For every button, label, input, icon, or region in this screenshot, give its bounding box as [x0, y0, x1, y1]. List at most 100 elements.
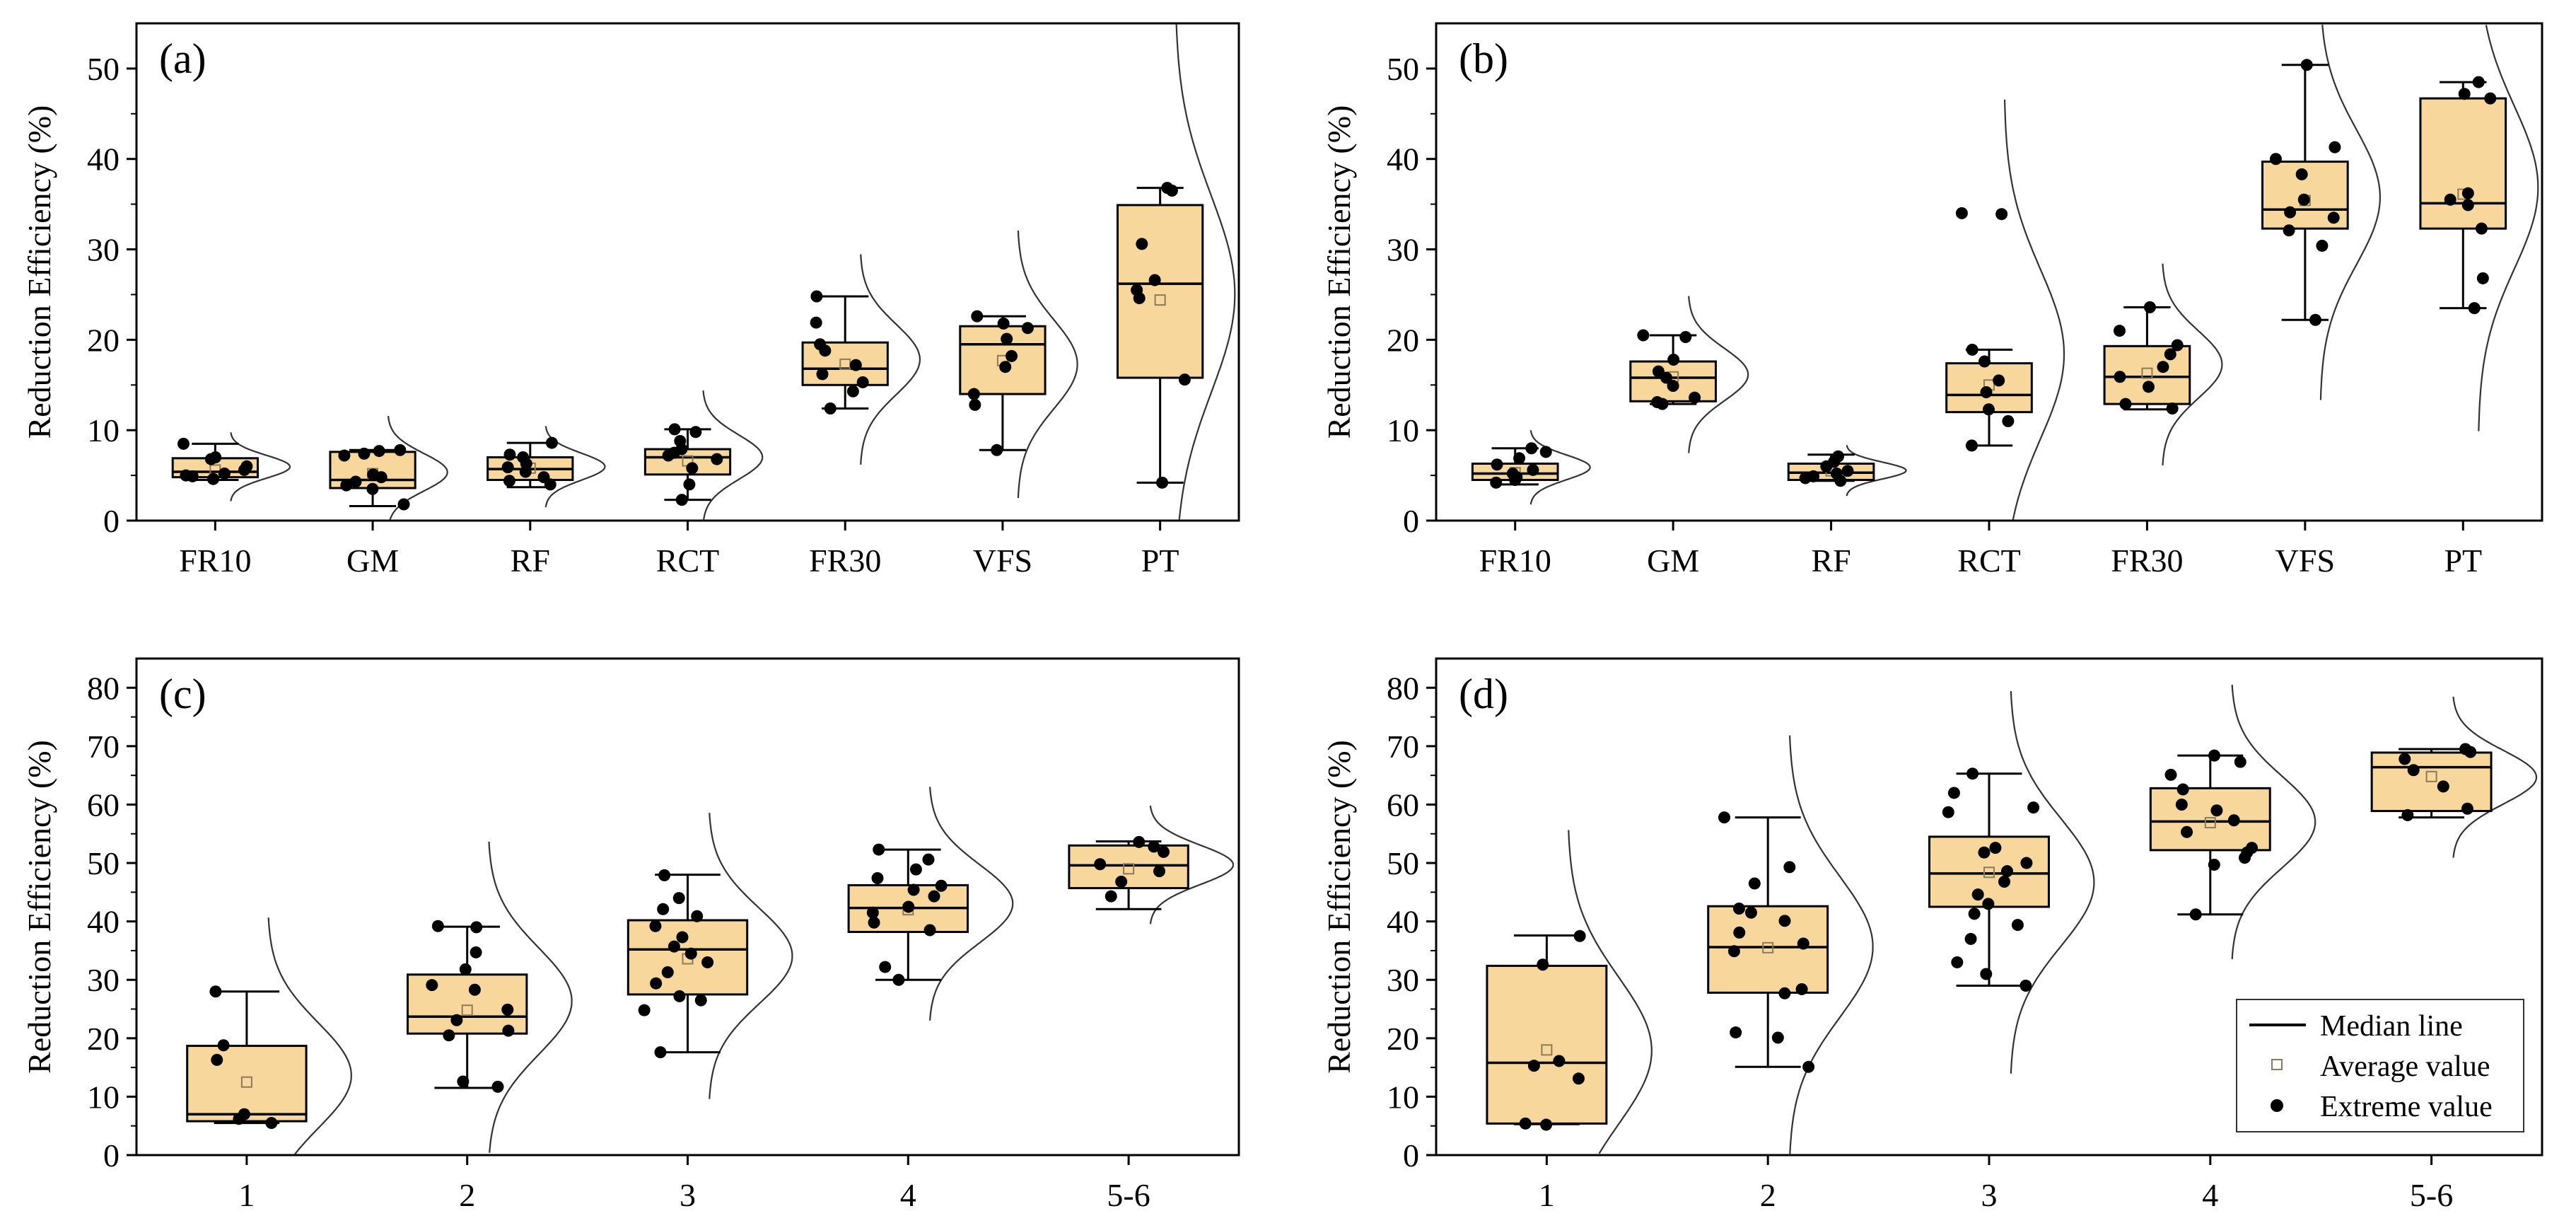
data-point	[459, 963, 472, 975]
data-point	[2444, 193, 2456, 206]
y-tick-label: 70	[1387, 729, 1419, 765]
data-point	[207, 473, 220, 485]
y-axis-label: Reduction Efficiency (%)	[1321, 740, 1357, 1074]
y-tick-label: 0	[1403, 1137, 1419, 1173]
data-point	[810, 290, 823, 303]
data-point	[1519, 1117, 1532, 1130]
data-point	[431, 920, 444, 932]
data-point	[2020, 979, 2032, 992]
data-point	[2295, 168, 2308, 180]
data-point	[1980, 968, 1993, 980]
data-point	[674, 435, 687, 448]
data-point	[238, 1108, 250, 1120]
legend-median-label: Median line	[2320, 1010, 2463, 1043]
data-point	[810, 316, 822, 329]
y-tick-label: 50	[1387, 51, 1419, 87]
y-tick-label: 70	[87, 729, 120, 765]
data-point	[824, 402, 837, 415]
data-point	[2246, 842, 2259, 854]
data-point	[2227, 814, 2240, 827]
box	[2370, 751, 2493, 813]
data-point	[2401, 808, 2414, 821]
data-point	[397, 498, 410, 511]
y-tick-label: 40	[1387, 904, 1419, 940]
data-point	[367, 468, 380, 481]
data-point	[2181, 825, 2193, 838]
data-point	[676, 931, 689, 944]
data-point	[503, 448, 516, 461]
data-point	[816, 368, 829, 381]
x-tick-label: GM	[346, 543, 399, 579]
data-point	[2437, 780, 2449, 793]
data-point	[2234, 755, 2246, 768]
y-tick-label: 50	[1387, 845, 1419, 881]
data-point	[2164, 768, 2177, 781]
x-tick-label: 2	[1760, 1177, 1776, 1213]
y-tick-label: 10	[87, 1079, 120, 1115]
data-point	[1727, 945, 1740, 958]
panel-letter: (d)	[1459, 671, 1508, 717]
data-point	[701, 956, 714, 968]
data-point	[675, 494, 688, 506]
mean-marker	[2204, 817, 2216, 829]
data-point	[668, 940, 680, 953]
data-point	[694, 994, 707, 1007]
y-axis-label: Reduction Efficiency (%)	[1321, 105, 1357, 439]
data-point	[2164, 348, 2176, 361]
y-tick-label: 60	[87, 787, 120, 823]
data-point	[689, 426, 702, 439]
distribution-curve	[1149, 805, 1235, 925]
data-point	[502, 1024, 515, 1037]
data-point	[1807, 470, 1820, 482]
data-point	[638, 1004, 651, 1016]
data-point	[866, 906, 879, 919]
data-point	[873, 843, 885, 856]
distribution-curve	[860, 254, 921, 465]
data-point	[340, 479, 353, 492]
data-point	[668, 423, 681, 436]
data-point	[1148, 274, 1161, 286]
data-point	[2171, 339, 2184, 352]
data-point	[1771, 1031, 1784, 1044]
data-point	[2284, 206, 2297, 219]
data-point	[503, 475, 515, 487]
mean-marker	[1983, 866, 1995, 879]
data-point	[349, 475, 362, 488]
data-point	[1490, 476, 1503, 489]
data-point	[1651, 396, 1664, 409]
data-point	[1539, 446, 1552, 458]
x-tick-label: FR30	[2111, 543, 2183, 579]
box	[1117, 204, 1204, 379]
box	[959, 325, 1047, 395]
data-point	[935, 879, 948, 892]
data-point	[1158, 845, 1170, 858]
data-point	[879, 961, 892, 973]
data-point	[1993, 374, 2005, 387]
data-point	[856, 376, 869, 388]
data-point	[338, 449, 351, 462]
data-point	[2113, 325, 2126, 337]
data-point	[686, 462, 699, 475]
data-point	[2020, 857, 2033, 869]
data-point	[209, 451, 222, 464]
data-point	[1982, 403, 1995, 416]
data-point	[2329, 141, 2341, 153]
data-point	[1955, 207, 1968, 219]
data-point	[1989, 842, 2002, 854]
data-point	[683, 478, 696, 491]
x-tick-label: GM	[1647, 543, 1699, 579]
data-point	[2458, 88, 2471, 100]
data-point	[711, 453, 723, 465]
data-point	[2468, 302, 2481, 315]
data-point	[967, 388, 980, 400]
data-point	[470, 921, 483, 934]
box	[1068, 844, 1189, 890]
y-tick-label: 20	[1387, 1021, 1419, 1057]
data-point	[2269, 153, 2282, 166]
y-tick-label: 20	[1387, 322, 1419, 358]
distribution-curve	[2004, 99, 2065, 520]
data-point	[1527, 1060, 1540, 1072]
data-point	[2142, 381, 2155, 393]
data-point	[2157, 361, 2169, 373]
data-point	[1964, 932, 1977, 945]
